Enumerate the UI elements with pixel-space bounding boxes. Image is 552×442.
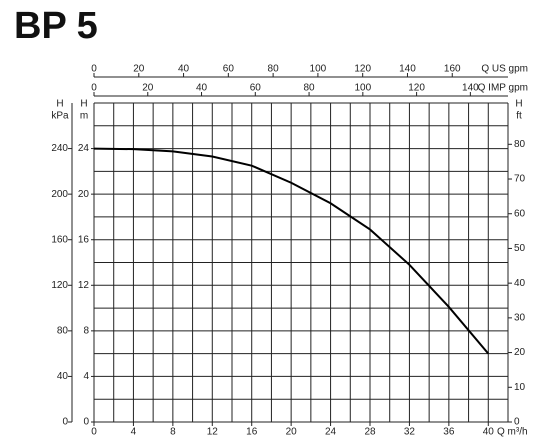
kpa_axis-label: kPa [51,111,69,122]
ft_axis-tick-label: 0 [514,417,520,428]
imp_gpm_axis-tick-label: 0 [91,83,97,94]
us_gpm_axis-tick-label: 120 [354,64,371,75]
x-tick-label: 20 [286,427,298,438]
kpa_axis-tick-label: 200 [51,189,68,200]
pump-curve [93,147,490,355]
imp_gpm_axis-tick-label: 140 [462,83,479,94]
x-tick-label: 16 [246,427,258,438]
y-tick-label: 12 [78,280,90,291]
y-axis-label: m [80,111,88,122]
x-tick-label: 36 [443,427,455,438]
kpa_axis-tick-label: 240 [51,143,68,154]
kpa_axis-tick-label: 0 [62,417,68,428]
us_gpm_axis-tick-label: 80 [268,64,280,75]
ft_axis-tick-label: 40 [514,278,526,289]
x-tick-label: 4 [131,427,137,438]
imp_gpm_axis-tick-label: 20 [142,83,154,94]
y-tick-label: 8 [83,325,89,336]
ft_axis-label: H [515,99,522,110]
us_gpm_axis-tick-label: 160 [444,64,461,75]
chart-title: BP 5 [14,5,98,47]
ft_axis-tick-label: 70 [514,174,526,185]
y-tick-label: 24 [78,143,90,154]
us_gpm_axis-tick-label: 140 [399,64,416,75]
imp_gpm_axis-tick-label: 60 [250,83,262,94]
ft_axis-tick-label: 50 [514,243,526,254]
ft_axis-tick-label: 10 [514,382,526,393]
y-axis-label: H [80,99,87,110]
imp_gpm_axis-tick-label: 40 [196,83,208,94]
x-axis-label: Q m³/h [497,427,528,438]
ft_axis-tick-label: 80 [514,139,526,150]
kpa_axis-tick-label: 80 [57,325,69,336]
x-tick-label: 8 [170,427,176,438]
kpa_axis-tick-label: 40 [57,371,69,382]
imp_gpm_axis-tick-label: 100 [354,83,371,94]
us_gpm_axis-tick-label: 60 [223,64,235,75]
us_gpm_axis-tick-label: 0 [91,64,97,75]
ft_axis-label: ft [516,111,522,122]
ft_axis-tick-label: 20 [514,347,526,358]
us_gpm_axis-label: Q US gpm [481,64,528,75]
us_gpm_axis-tick-label: 40 [178,64,190,75]
kpa_axis-label: H [56,99,63,110]
x-tick-label: 24 [325,427,337,438]
kpa_axis-tick-label: 120 [51,280,68,291]
x-tick-label: 28 [364,427,376,438]
x-tick-label: 0 [91,427,97,438]
y-tick-label: 20 [78,189,90,200]
y-tick-label: 16 [78,234,90,245]
ft_axis-tick-label: 30 [514,313,526,324]
kpa_axis-tick-label: 160 [51,234,68,245]
y-tick-label: 0 [83,417,89,428]
x-tick-label: 12 [207,427,219,438]
imp_gpm_axis-tick-label: 80 [304,83,316,94]
us_gpm_axis-tick-label: 20 [133,64,145,75]
y-tick-label: 4 [83,371,89,382]
imp_gpm_axis-label: Q IMP gpm [478,83,528,94]
imp_gpm_axis-tick-label: 120 [408,83,425,94]
us_gpm_axis-tick-label: 100 [310,64,327,75]
x-tick-label: 40 [483,427,495,438]
ft_axis-tick-label: 60 [514,208,526,219]
x-tick-label: 32 [404,427,416,438]
